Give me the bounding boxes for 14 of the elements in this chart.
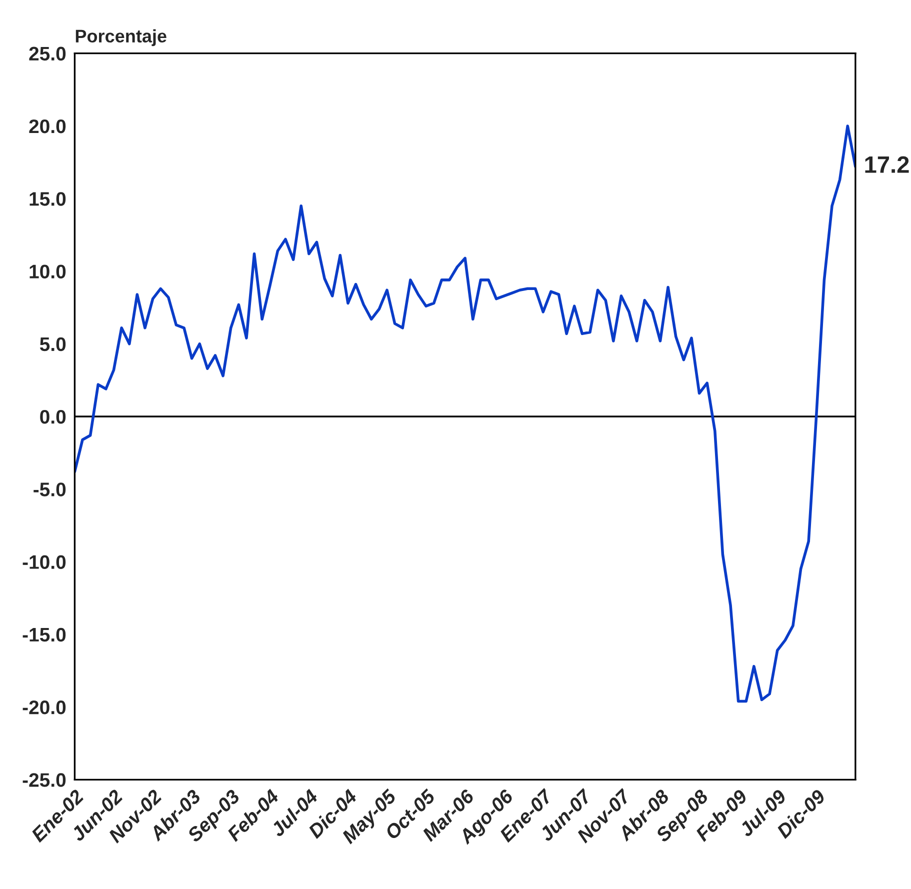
- y-tick-label: 15.0: [30, 192, 66, 206]
- y-tick-label: 25.0: [29, 46, 66, 61]
- y-tick-label: 10.0: [30, 264, 66, 278]
- y-tick-label: -5.0: [34, 482, 66, 496]
- y-tick-label: 0.0: [40, 410, 66, 424]
- y-tick-label: 20.0: [29, 119, 66, 134]
- y-tick-label: -20.0: [22, 700, 66, 714]
- y-tick-label: -25.0: [22, 773, 66, 787]
- data-label: 17.2: [865, 156, 909, 173]
- y-tick-label: -10.0: [22, 555, 66, 569]
- y-tick-label: -15.0: [22, 628, 66, 642]
- y-axis-title: Porcentaje: [76, 29, 166, 46]
- line-series: [74, 124, 856, 703]
- y-tick-label: 5.0: [40, 337, 66, 352]
